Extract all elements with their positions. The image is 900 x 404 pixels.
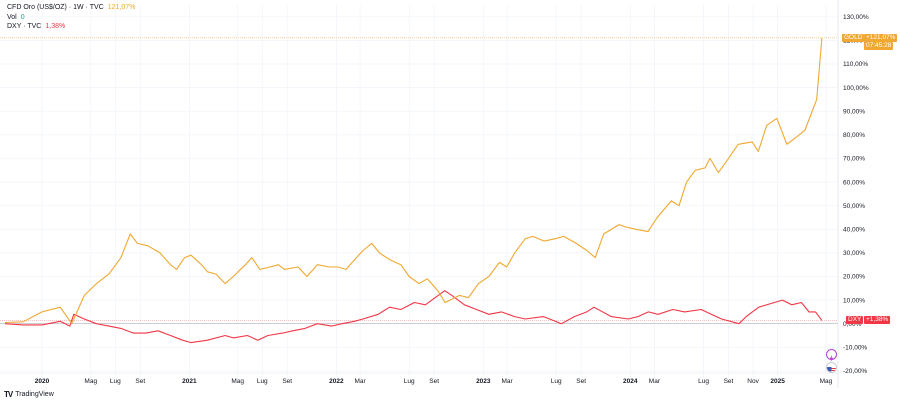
tradingview-brand[interactable]: TV TradingView [4, 390, 54, 399]
x-tick-label: Set [724, 378, 734, 385]
x-tick-label: Mar [501, 378, 513, 385]
y-tick-label: 30,00% [843, 250, 865, 257]
us-flag-icon[interactable] [826, 362, 837, 373]
x-tick-label: Mar [355, 378, 367, 385]
chart-legend: CFD Oro (US$/OZ) · 1W · TVC 121,07% Vol 0 … [7, 3, 135, 32]
x-tick-label: Mag [84, 378, 97, 385]
y-tick-label: 100,00% [843, 85, 869, 92]
tradingview-name: TradingView [15, 391, 54, 398]
chart-grid [0, 0, 839, 388]
legend-vol-label: Vol [7, 13, 17, 21]
x-tick-label: Set [135, 378, 145, 385]
y-tick-label: 50,00% [843, 203, 865, 210]
y-tick-label: 10,00% [843, 297, 865, 304]
price-axis[interactable]: 130,00%120,00%110,00%100,00%90,00%80,00%… [843, 14, 869, 375]
x-tick-label: Set [282, 378, 292, 385]
x-tick-label: Set [429, 378, 439, 385]
legend-gold-row[interactable]: CFD Oro (US$/OZ) · 1W · TVC 121,07% [7, 3, 135, 13]
x-tick-label: 2022 [329, 378, 344, 385]
x-tick-label: 2021 [182, 378, 197, 385]
x-tick-label: 2025 [770, 378, 785, 385]
y-tick-label: 130,00% [843, 14, 869, 21]
x-tick-label: 2024 [623, 378, 638, 385]
gold-countdown-tag: 07:45:28 [864, 41, 894, 50]
gold-percent-tag: +121,07% [864, 33, 898, 42]
x-tick-label: Mag [231, 378, 244, 385]
x-tick-label: Lug [698, 378, 709, 385]
series-line-dxy [4, 290, 823, 344]
x-tick-label: Set [576, 378, 586, 385]
x-tick-label: Lug [257, 378, 268, 385]
y-tick-label: -10,00% [843, 345, 867, 352]
legend-vol-row[interactable]: Vol 0 [7, 13, 135, 23]
y-tick-label: -20,00% [843, 368, 867, 375]
x-tick-label: Lug [110, 378, 121, 385]
y-tick-label: 110,00% [843, 61, 868, 68]
dxy-percent-tag: +1,38% [864, 316, 891, 325]
x-tick-label: 2023 [476, 378, 491, 385]
time-axis[interactable]: 2020 Mag Lug Set 2021 Mag Lug Set 2022 Mar Lug Set 2… [35, 378, 833, 385]
legend-dxy-row[interactable]: DXY · TVC 1,38% [7, 22, 135, 32]
x-tick-label: Lug [404, 378, 415, 385]
x-tick-label: Mar [649, 378, 661, 385]
y-tick-label: 40,00% [843, 226, 865, 233]
legend-dxy-symbol: DXY · TVC [7, 23, 42, 30]
chart-series [4, 37, 823, 344]
legend-gold-value: 121,07% [107, 4, 136, 11]
x-tick-label: Nov [747, 378, 759, 385]
y-tick-label: 20,00% [843, 274, 865, 281]
gold-name-tag: GOLD [842, 33, 865, 42]
y-tick-label: 0,00% [843, 321, 862, 328]
y-tick-label: 80,00% [843, 132, 865, 139]
legend-gold-symbol: CFD Oro (US$/OZ) · 1W · TVC [7, 4, 104, 11]
x-tick-label: Mag [820, 378, 833, 385]
y-tick-label: 60,00% [843, 179, 865, 186]
legend-vol-value: 0 [20, 13, 25, 21]
legend-dxy-value: 1,38% [45, 23, 66, 30]
dxy-name-tag: DXY [846, 316, 864, 325]
lightning-icon[interactable] [826, 349, 837, 362]
y-tick-label: 90,00% [843, 108, 865, 115]
x-tick-label: 2020 [35, 378, 50, 385]
x-tick-label: Lug [551, 378, 562, 385]
series-line-gold [4, 37, 823, 325]
tradingview-logo: TV [4, 390, 13, 399]
y-tick-label: 70,00% [843, 156, 865, 163]
